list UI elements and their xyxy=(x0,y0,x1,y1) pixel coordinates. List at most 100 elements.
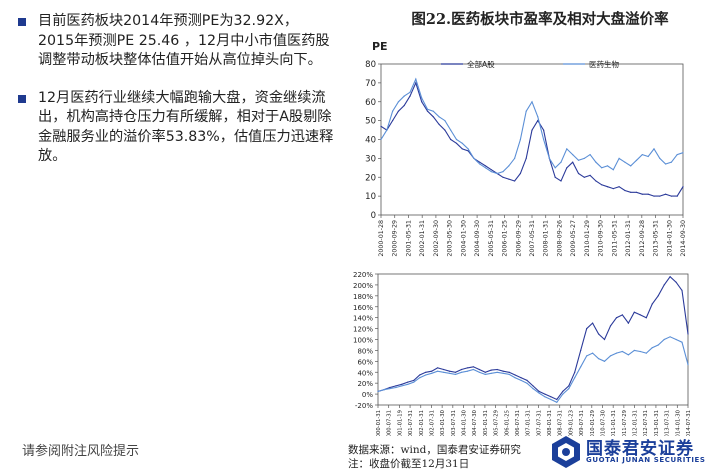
data-point xyxy=(401,383,403,385)
data-point xyxy=(645,352,647,354)
data-point xyxy=(633,311,635,313)
data-point xyxy=(663,284,665,286)
y-tick-label: -20% xyxy=(355,402,373,410)
data-point xyxy=(577,159,580,161)
x-tick-label: 2002-01-31 xyxy=(419,410,425,436)
data-point xyxy=(444,129,446,131)
data-point xyxy=(526,379,528,381)
data-point xyxy=(407,381,409,383)
data-point xyxy=(543,138,545,141)
data-point xyxy=(647,193,649,195)
data-point xyxy=(606,186,609,188)
data-point xyxy=(432,116,434,118)
x-tick-label: 2000-01-28 xyxy=(378,220,385,257)
data-point xyxy=(438,116,440,118)
data-point xyxy=(615,352,618,354)
data-point xyxy=(639,350,641,353)
data-point xyxy=(669,276,671,278)
data-point xyxy=(566,167,568,169)
data-point xyxy=(383,389,385,391)
data-point xyxy=(537,120,539,122)
x-tick-label: 2013-01-31 xyxy=(654,410,660,436)
data-point xyxy=(415,82,417,84)
x-tick-label: 2003-01-30 xyxy=(440,409,446,436)
data-point xyxy=(580,366,582,368)
data-point xyxy=(377,390,379,392)
data-point xyxy=(502,370,504,372)
x-tick-label: 2011-07-29 xyxy=(622,410,628,436)
data-point xyxy=(603,338,606,341)
data-point xyxy=(665,163,667,165)
data-point xyxy=(502,171,504,173)
x-tick-label: 2014-09-30 xyxy=(680,220,687,257)
data-point xyxy=(647,155,649,158)
data-point xyxy=(484,165,487,167)
data-point xyxy=(645,317,647,319)
data-point xyxy=(484,371,486,373)
x-tick-label: 2008-01-31 xyxy=(543,220,550,257)
data-point xyxy=(467,148,469,150)
data-point xyxy=(635,159,638,161)
data-point xyxy=(415,78,417,80)
data-point xyxy=(639,314,641,316)
data-point xyxy=(490,171,492,173)
data-point xyxy=(556,398,558,401)
x-tick-label: 2005-07-29 xyxy=(494,410,500,436)
x-tick-label: 2013-05-31 xyxy=(653,220,660,257)
data-point xyxy=(508,178,510,180)
bullet-text: 12月医药行业继续大幅跑输大盘，资金继续流出，机构高持仓压力有所缓解，相对于A股… xyxy=(38,89,334,165)
x-tick-label: 2005-05-31 xyxy=(488,220,495,257)
data-point xyxy=(550,396,552,398)
data-point xyxy=(574,371,576,373)
data-point xyxy=(676,154,678,156)
data-point xyxy=(431,370,433,372)
x-tick-label: 2005-01-31 xyxy=(483,410,489,436)
data-point xyxy=(421,97,423,99)
data-point xyxy=(568,388,570,390)
data-point xyxy=(532,385,534,387)
data-point xyxy=(621,350,623,353)
data-point xyxy=(612,169,614,171)
data-point xyxy=(659,195,661,197)
data-point xyxy=(496,368,498,371)
source-line: 数据来源：wind，国泰君安证券研究 xyxy=(348,444,521,456)
data-point xyxy=(531,129,533,131)
x-tick-label: 2010-07-30 xyxy=(600,409,606,436)
data-point xyxy=(630,165,632,167)
data-point xyxy=(687,333,689,335)
bullet-text: 目前医药板块2014年预测PE为32.92X，2015年预测PE 25.46 ，… xyxy=(38,13,330,68)
data-point xyxy=(514,374,516,376)
y-tick-label: 40% xyxy=(357,369,373,377)
x-tick-label: 2007-07-31 xyxy=(536,410,542,436)
y-tick-label: 100% xyxy=(353,337,373,345)
data-point xyxy=(397,101,399,103)
x-tick-label: 2010-01-29 xyxy=(584,220,591,257)
data-point xyxy=(454,371,457,373)
data-point xyxy=(574,377,576,379)
data-point xyxy=(560,161,562,163)
data-point xyxy=(651,303,653,305)
data-point xyxy=(595,161,597,163)
bullet-list: 目前医药板块2014年预测PE为32.92X，2015年预测PE 25.46 ，… xyxy=(14,12,334,185)
data-point xyxy=(562,390,564,392)
data-point xyxy=(520,377,522,379)
x-tick-label: 2006-01-25 xyxy=(504,410,510,436)
x-tick-label: 2012-09-28 xyxy=(639,220,646,257)
data-point xyxy=(598,333,600,335)
data-point xyxy=(595,180,597,182)
data-point xyxy=(657,295,659,297)
data-point xyxy=(514,157,516,159)
data-point xyxy=(484,373,486,375)
data-point xyxy=(466,367,468,369)
x-tick-label: 2000-01-31 xyxy=(376,410,382,436)
data-point xyxy=(389,388,391,390)
data-point xyxy=(651,347,653,349)
data-point xyxy=(419,377,421,379)
data-point xyxy=(592,352,594,354)
legend-label: 全部A股 xyxy=(467,59,495,69)
x-tick-label: 2004-01-30 xyxy=(462,409,468,436)
x-tick-label: 2012-01-31 xyxy=(633,410,639,436)
x-tick-label: 2012-01-31 xyxy=(625,220,632,257)
data-point xyxy=(641,154,643,156)
data-point xyxy=(612,188,614,190)
